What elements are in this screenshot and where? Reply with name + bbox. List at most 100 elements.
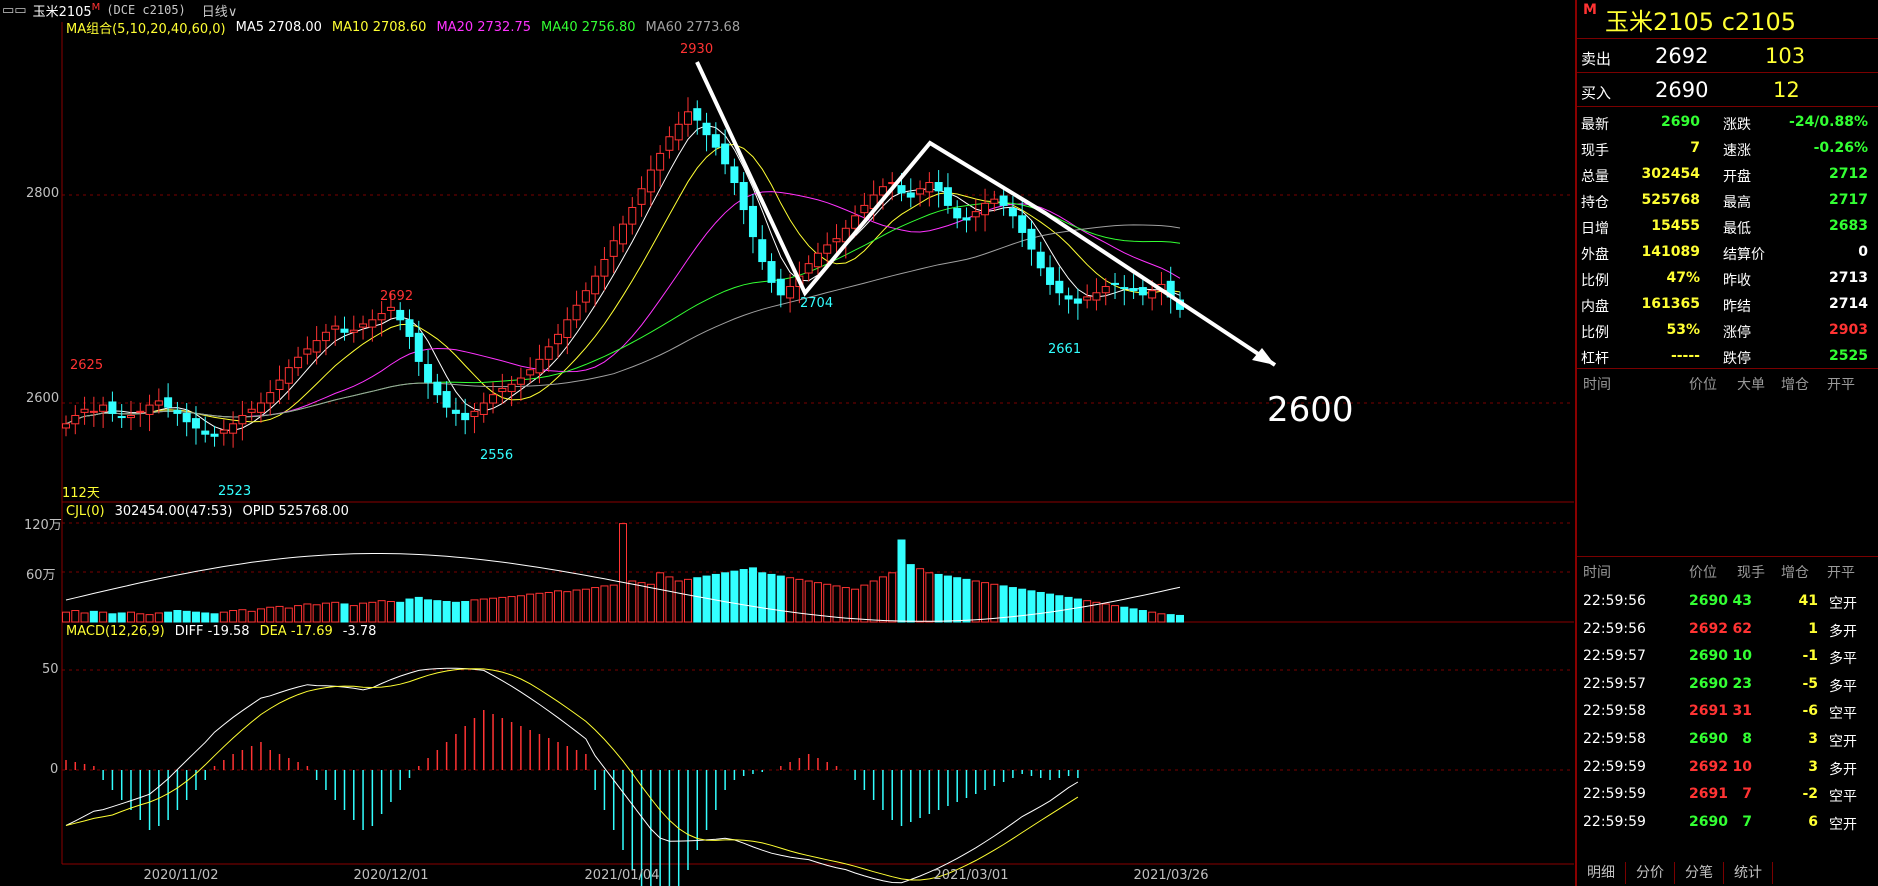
tick-row[interactable]: 22:59:58 2691 31 -6 空平 xyxy=(1577,698,1878,726)
candle-body xyxy=(331,325,340,330)
tick-open-close: 多开 xyxy=(1829,623,1857,640)
candle-body xyxy=(238,414,247,425)
macd-value: -3.78 xyxy=(342,623,377,639)
low-mark-2661: 2661 xyxy=(1048,342,1082,357)
candle-body xyxy=(80,408,89,413)
stat-label-2: 最低 xyxy=(1723,221,1751,237)
volume-axis-60: 60万 xyxy=(26,568,56,583)
date-label: 2021/03/26 xyxy=(1133,868,1209,883)
price-axis-2800: 2800 xyxy=(26,186,60,201)
candle-body xyxy=(683,111,692,125)
tick-row[interactable]: 22:59:59 2692 10 3 多开 xyxy=(1577,754,1878,782)
candle-body xyxy=(804,263,813,274)
ma-group-label[interactable]: MA组合(5,10,20,40,60,0) xyxy=(66,21,226,37)
window-icon[interactable]: ▭▭ xyxy=(2,2,27,18)
candle-body xyxy=(971,211,980,218)
stat-label: 比例 xyxy=(1581,325,1609,341)
stat-label-2: 涨跌 xyxy=(1723,117,1751,133)
stat-row: 内盘 161365 昨结 2714 xyxy=(1577,292,1878,318)
tab-tick[interactable]: 分笔 xyxy=(1675,862,1724,884)
stat-label-2: 昨结 xyxy=(1723,299,1751,315)
volume-bar xyxy=(748,567,757,623)
tick-time: 22:59:56 xyxy=(1583,620,1646,637)
candle-body xyxy=(739,182,748,211)
volume-bar xyxy=(89,610,98,623)
stat-label-2: 昨收 xyxy=(1723,273,1751,289)
volume-bar xyxy=(1129,608,1138,623)
macd-axis-50: 50 xyxy=(42,662,59,677)
candle-body xyxy=(321,331,330,342)
candle-body xyxy=(721,143,730,165)
sell-row[interactable]: 卖出 2692 103 xyxy=(1577,42,1878,72)
tick-time: 22:59:59 xyxy=(1583,758,1646,775)
volume-bar xyxy=(1166,614,1175,623)
candle-body xyxy=(591,275,600,295)
volume-bar xyxy=(377,600,386,623)
candle-body xyxy=(210,433,219,437)
volume-bar xyxy=(1176,614,1184,623)
volume-bar xyxy=(897,539,906,623)
kline-chart-svg[interactable] xyxy=(0,0,1574,886)
buy-row[interactable]: 买入 2690 12 xyxy=(1577,76,1878,106)
candle-body xyxy=(154,400,163,406)
tick-row[interactable]: 22:59:57 2690 23 -5 多平 xyxy=(1577,671,1878,699)
candle-body xyxy=(182,412,191,423)
tick-row[interactable]: 22:59:57 2690 10 -1 多平 xyxy=(1577,643,1878,671)
stat-row: 外盘 141089 结算价 0 xyxy=(1577,240,1878,266)
tick-time: 22:59:59 xyxy=(1583,786,1646,803)
tab-stats[interactable]: 统计 xyxy=(1724,862,1773,884)
candle-body xyxy=(145,404,154,415)
macd-legend: MACD(12,26,9) DIFF -19.58 DEA -17.69 -3.… xyxy=(66,622,376,640)
candle-body xyxy=(1027,228,1036,250)
tick-open-close: 多开 xyxy=(1829,761,1857,778)
tick-row[interactable]: 22:59:58 2690 8 3 空开 xyxy=(1577,726,1878,754)
volume-bar xyxy=(674,580,683,623)
volume-bar xyxy=(869,580,878,623)
header-open-close: 开平 xyxy=(1827,565,1855,581)
ma60-value: MA60 2773.68 xyxy=(645,19,741,35)
candle-body xyxy=(108,401,117,414)
ma-legend: MA组合(5,10,20,40,60,0) MA5 2708.00 MA10 2… xyxy=(66,18,741,37)
stat-label-2: 跌停 xyxy=(1723,351,1751,367)
stat-label: 最新 xyxy=(1581,117,1609,133)
volume-bar xyxy=(981,582,990,623)
tick-oi-change: -1 xyxy=(1802,648,1818,665)
tick-row[interactable]: 22:59:56 2692 62 1 多开 xyxy=(1577,616,1878,644)
volume-bar xyxy=(238,609,247,623)
volume-label[interactable]: CJL(0) xyxy=(66,503,105,519)
volume-bar xyxy=(303,603,312,623)
stat-row: 最新 2690 涨跌 -24/0.88% xyxy=(1577,110,1878,136)
candle-body xyxy=(433,381,442,396)
volume-bar xyxy=(284,607,293,623)
candle-body xyxy=(1018,215,1027,233)
stat-label-2: 开盘 xyxy=(1723,169,1751,185)
tick-header: 时间 价位 现手 增仓 开平 xyxy=(1577,562,1878,588)
candle-body xyxy=(786,286,795,299)
tick-row[interactable]: 22:59:59 2690 7 6 空开 xyxy=(1577,809,1878,837)
divider xyxy=(1577,556,1878,557)
period-select[interactable]: 日线∨ xyxy=(202,1,238,20)
tab-detail[interactable]: 明细 xyxy=(1577,862,1626,884)
tick-row[interactable]: 22:59:56 2690 43 41 空开 xyxy=(1577,588,1878,616)
tab-price-dist[interactable]: 分价 xyxy=(1626,862,1675,884)
volume-bar xyxy=(878,576,887,623)
tick-price: 2690 xyxy=(1689,731,1728,747)
days-count: 112天 xyxy=(62,486,100,501)
low-mark-2704: 2704 xyxy=(800,296,834,311)
stat-value-2: 0 xyxy=(1858,244,1868,260)
volume-bar xyxy=(953,577,962,623)
candle-body xyxy=(767,261,776,283)
macd-label[interactable]: MACD(12,26,9) xyxy=(66,623,165,639)
candle-body xyxy=(256,402,265,413)
stat-value-2: -0.26% xyxy=(1813,140,1868,156)
candle-body xyxy=(1111,282,1120,285)
kline-chart-area[interactable]: ▭▭ 玉米2105 M (DCE c2105) 日线∨ MA组合(5,10,20… xyxy=(0,0,1574,886)
volume-bar xyxy=(637,582,646,623)
tick-price: 2690 xyxy=(1689,813,1728,830)
tick-volume: 10 xyxy=(1732,758,1752,775)
volume-bar xyxy=(572,589,581,623)
stat-value: ----- xyxy=(1670,348,1700,364)
candle-body xyxy=(1046,267,1055,285)
volume-bar xyxy=(823,583,832,623)
tick-row[interactable]: 22:59:59 2691 7 -2 空平 xyxy=(1577,781,1878,809)
